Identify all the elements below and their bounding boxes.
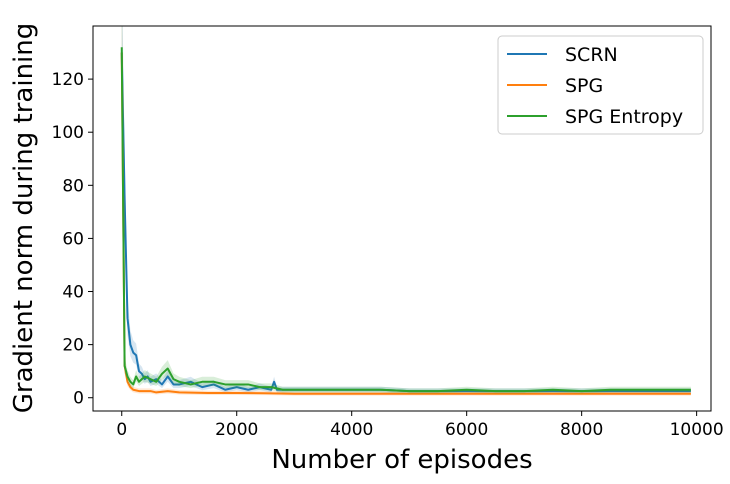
y-axis: 0 20 40 60 80 100 120 [52,70,93,409]
x-tick-label: 6000 [445,420,488,440]
x-tick-label: 4000 [330,420,373,440]
plot-frame [92,25,712,412]
y-tick-label: 100 [52,123,84,143]
y-tick-label: 0 [73,389,84,409]
y-tick-label: 20 [62,336,84,356]
y-tick-label: 40 [62,283,84,303]
legend-label: SPG [565,75,603,97]
y-axis-label: Gradient norm during training [9,23,39,414]
y-tick-label: 80 [62,176,84,196]
y-tick-label: 120 [52,70,84,90]
series-line-1 [120,52,691,395]
x-tick-label: 0 [116,420,127,440]
series-line-2 [120,47,691,393]
legend: SCRN SPG SPG Entropy [497,35,704,135]
x-axis: 0 2000 4000 6000 8000 10000 [116,411,724,440]
x-tick-label: 8000 [560,420,603,440]
x-axis-label: Number of episodes [271,445,532,475]
legend-box [497,35,704,135]
x-tick-label: 10000 [670,420,724,440]
y-tick-label: 60 [62,229,84,249]
legend-label: SPG Entropy [565,106,683,128]
legend-label: SCRN [565,44,618,66]
x-tick-label: 2000 [215,420,258,440]
series-layer [120,26,691,396]
